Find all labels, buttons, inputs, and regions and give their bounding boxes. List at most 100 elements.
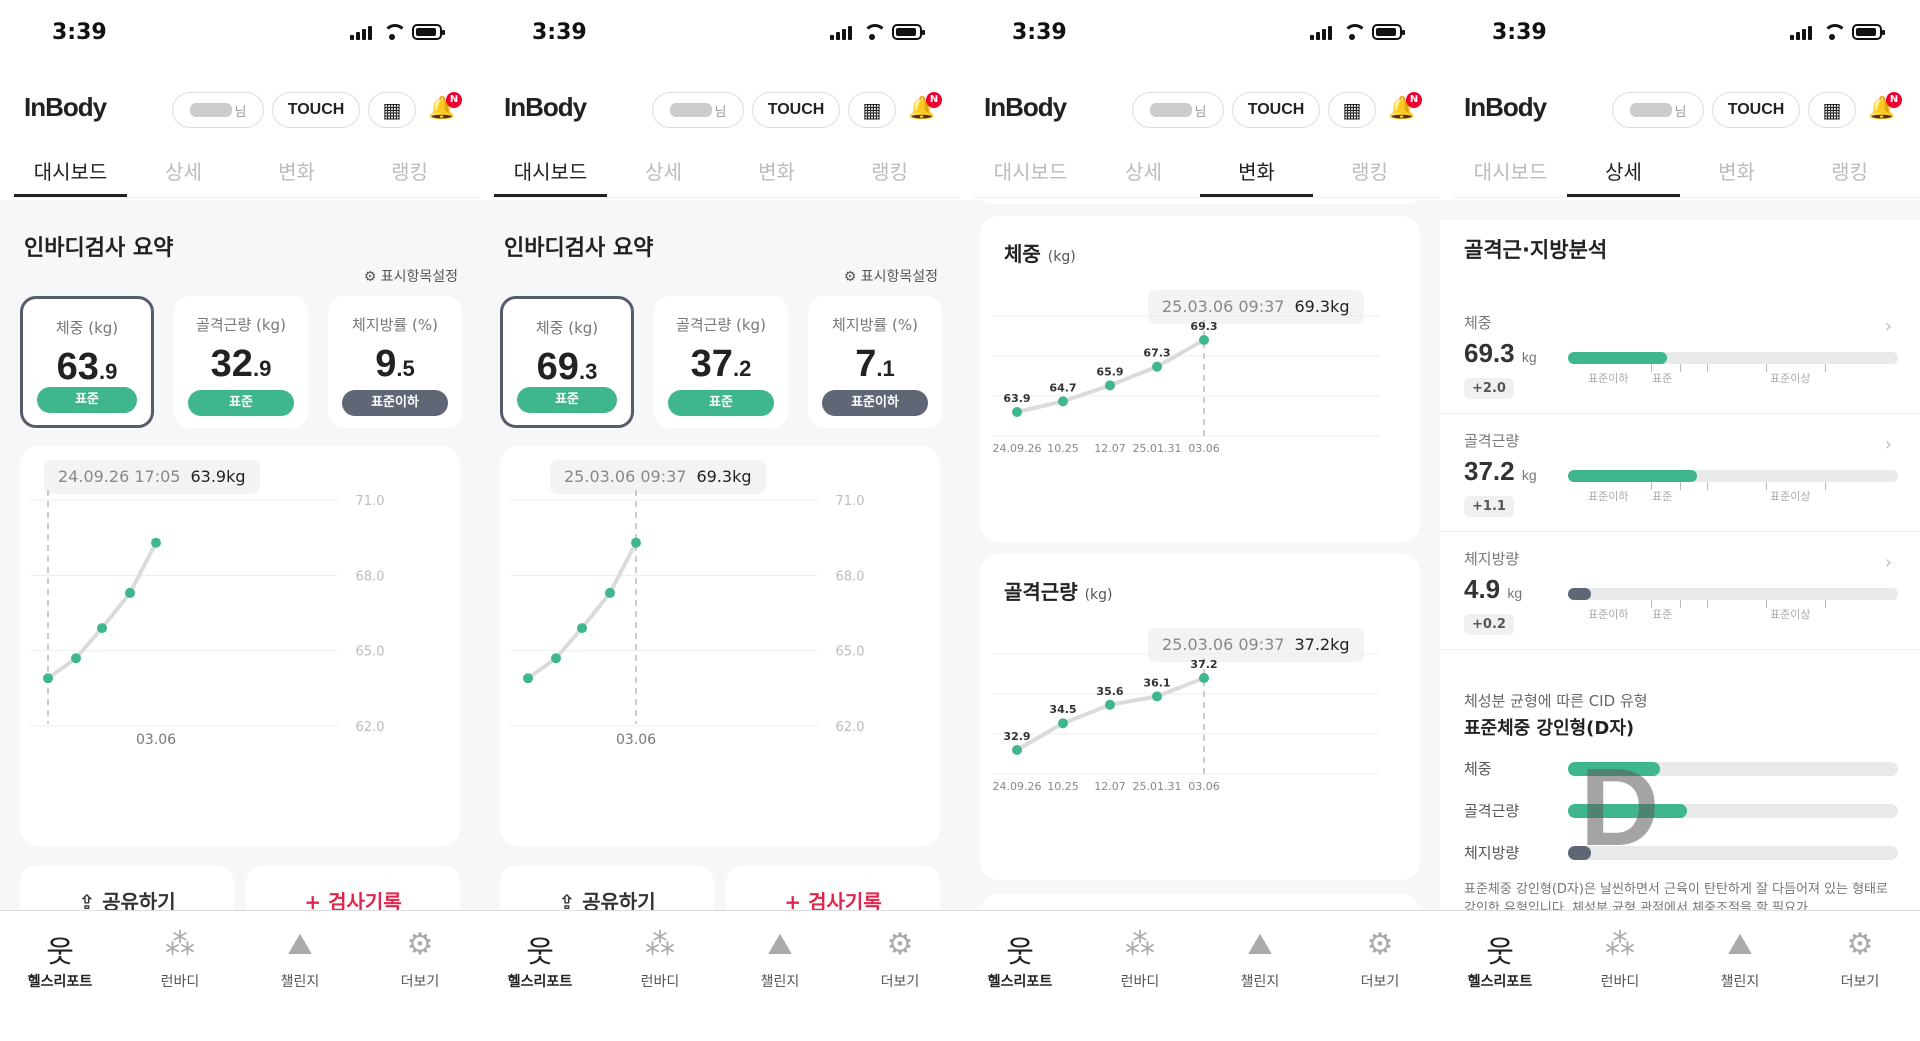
nav-health-report[interactable]: 웃 헬스리포트 <box>1440 911 1560 1041</box>
mountain-icon: ⛰ <box>1247 927 1273 962</box>
tab-detail[interactable]: 상세 <box>645 160 682 184</box>
nav-more[interactable]: ⚙ 더보기 <box>1320 911 1440 1041</box>
status-bar: 3:39 <box>1440 0 1920 70</box>
nav-challenge[interactable]: ⛰ 챌린지 <box>1200 911 1320 1041</box>
qr-code-icon[interactable]: ▦ <box>848 92 896 128</box>
status-badge: 표준 <box>37 387 137 413</box>
gear-icon: ⚙ <box>406 927 434 962</box>
share-button[interactable]: ⇪ 공유하기 <box>500 866 714 910</box>
tab-dashboard[interactable]: 대시보드 <box>993 160 1068 184</box>
analysis-row[interactable]: 체중 69.3 kg +2.0 › 표준이하 표준 표준이상 <box>1440 298 1920 414</box>
x-tick-label: 03.06 <box>136 732 176 748</box>
y-tick-label: 65.0 <box>836 645 865 660</box>
data-point <box>605 587 615 598</box>
tab-change[interactable]: 변화 <box>1718 160 1755 184</box>
nav-runbody[interactable]: ⁂ 런바디 <box>600 911 720 1041</box>
data-label: 34.5 <box>1049 703 1076 716</box>
bell-icon[interactable]: 🔔 N <box>428 92 462 130</box>
bell-icon[interactable]: 🔔 N <box>908 92 942 130</box>
tab-ranking[interactable]: 랭킹 <box>1831 160 1868 184</box>
data-label: 67.3 <box>1143 347 1170 360</box>
metric-card-weight[interactable]: 체중 (kg) 69.3 표준 <box>500 296 634 428</box>
phone-screen-dashboard-1: 3:39 InBody 님 TOUCH ▦ 🔔 N 대시보드 상세 변화 랭킹 인… <box>0 0 480 1041</box>
tab-dashboard[interactable]: 대시보드 <box>1473 160 1548 184</box>
analysis-row[interactable]: 체지방량 4.9 kg +0.2 › 표준이하 표준 표준이상 <box>1440 534 1920 650</box>
touch-button[interactable]: TOUCH <box>752 92 840 128</box>
bell-icon[interactable]: 🔔 N <box>1868 92 1902 130</box>
tab-dashboard[interactable]: 대시보드 <box>494 150 607 197</box>
user-name-pill[interactable]: 님 <box>1612 92 1704 128</box>
tab-detail[interactable]: 상세 <box>1567 150 1680 197</box>
x-tick-label: 25.01.31 <box>1133 442 1182 455</box>
touch-button[interactable]: TOUCH <box>1712 92 1800 128</box>
user-name-pill[interactable]: 님 <box>172 92 264 128</box>
nav-health-report[interactable]: 웃 헬스리포트 <box>480 911 600 1041</box>
display-settings-link[interactable]: ⚙ 표시항목설정 <box>843 269 938 285</box>
section-title: 인바디검사 요약 <box>504 236 654 261</box>
qr-code-icon[interactable]: ▦ <box>1328 92 1376 128</box>
nav-more[interactable]: ⚙ 더보기 <box>1800 911 1920 1041</box>
bottom-nav: 웃 헬스리포트 ⁂ 런바디 ⛰ 챌린지 ⚙ 더보기 <box>1440 910 1920 1041</box>
user-name-pill[interactable]: 님 <box>1132 92 1224 128</box>
run-icon: ⁂ <box>1605 927 1635 962</box>
nav-runbody[interactable]: ⁂ 런바디 <box>1560 911 1680 1041</box>
bottom-nav: 웃 헬스리포트 ⁂ 런바디 ⛰ 챌린지 ⚙ 더보기 <box>480 910 960 1041</box>
nav-health-report[interactable]: 웃 헬스리포트 <box>0 911 120 1041</box>
weight-trend-chart[interactable]: 25.03.06 09:37 69.3kg 71.0 68.0 65.0 62.0 03.… <box>500 446 940 846</box>
tab-ranking[interactable]: 랭킹 <box>1351 160 1388 184</box>
metric-card-weight[interactable]: 체중 (kg) 63.9 표준 <box>20 296 154 428</box>
qr-code-icon[interactable]: ▦ <box>368 92 416 128</box>
bell-icon[interactable]: 🔔 N <box>1388 92 1422 130</box>
qr-code-icon[interactable]: ▦ <box>1808 92 1856 128</box>
metric-card-muscle[interactable]: 골격근량 (kg) 37.2 표준 <box>654 296 788 428</box>
analysis-row[interactable]: 골격근량 37.2 kg +1.1 › 표준이하 표준 표준이상 <box>1440 416 1920 532</box>
tab-detail[interactable]: 상세 <box>165 160 202 184</box>
display-settings-link[interactable]: ⚙ 표시항목설정 <box>363 269 458 285</box>
weight-change-card[interactable]: 체중 (kg) 25.03.06 09:37 69.3kg 63.9 64.7 65.… <box>980 216 1420 542</box>
share-button[interactable]: ⇪ 공유하기 <box>20 866 234 910</box>
touch-button[interactable]: TOUCH <box>1232 92 1320 128</box>
exam-record-button[interactable]: + 검사기록 <box>246 866 460 910</box>
tab-change[interactable]: 변화 <box>1200 150 1313 197</box>
exam-record-button[interactable]: + 검사기록 <box>726 866 940 910</box>
muscle-change-card[interactable]: 골격근량 (kg) 25.03.06 09:37 37.2kg 32.9 34.5 3… <box>980 554 1420 880</box>
status-time: 3:39 <box>1492 20 1547 45</box>
x-tick-label: 03.06 <box>1188 780 1220 793</box>
body-icon: 웃 <box>1006 935 1034 970</box>
metric-card-muscle[interactable]: 골격근량 (kg) 32.9 표준 <box>174 296 308 428</box>
nav-runbody[interactable]: ⁂ 런바디 <box>1080 911 1200 1041</box>
tab-ranking[interactable]: 랭킹 <box>391 160 428 184</box>
nav-health-report[interactable]: 웃 헬스리포트 <box>960 911 1080 1041</box>
tab-bar: 대시보드 상세 변화 랭킹 <box>494 150 960 198</box>
data-point <box>1199 673 1209 683</box>
dashboard-content: 인바디검사 요약 ⚙ 표시항목설정 체중 (kg) 69.3 표준 골격근량 (… <box>480 200 960 910</box>
tab-ranking[interactable]: 랭킹 <box>871 160 908 184</box>
y-tick-label: 71.0 <box>836 494 865 509</box>
cid-type-title: 표준체중 강인형(D자) <box>1464 718 1635 739</box>
battery-icon <box>1372 24 1405 40</box>
metric-card-bodyfat[interactable]: 체지방률 (%) 7.1 표준이하 <box>808 296 942 428</box>
nav-challenge[interactable]: ⛰ 챌린지 <box>240 911 360 1041</box>
tab-change[interactable]: 변화 <box>758 160 795 184</box>
signal-icon <box>1790 24 1812 40</box>
user-name-pill[interactable]: 님 <box>652 92 744 128</box>
nav-runbody[interactable]: ⁂ 런바디 <box>120 911 240 1041</box>
status-time: 3:39 <box>52 20 107 45</box>
nav-challenge[interactable]: ⛰ 챌린지 <box>1680 911 1800 1041</box>
nav-more[interactable]: ⚙ 더보기 <box>840 911 960 1041</box>
tab-change[interactable]: 변화 <box>278 160 315 184</box>
inbody-logo: InBody <box>504 92 587 122</box>
touch-button[interactable]: TOUCH <box>272 92 360 128</box>
metric-card-bodyfat[interactable]: 체지방률 (%) 9.5 표준이하 <box>328 296 462 428</box>
nav-challenge[interactable]: ⛰ 챌린지 <box>720 911 840 1041</box>
tab-dashboard[interactable]: 대시보드 <box>14 150 127 197</box>
tab-detail[interactable]: 상세 <box>1125 160 1162 184</box>
status-badge: 표준이하 <box>342 390 448 416</box>
weight-trend-chart[interactable]: 24.09.26 17:05 63.9kg 71.0 68.0 65.0 62.0 03.… <box>20 446 460 846</box>
data-point <box>97 623 107 634</box>
range-bar <box>1568 588 1898 608</box>
data-label: 65.9 <box>1096 365 1123 378</box>
x-tick-label: 25.01.31 <box>1133 780 1182 793</box>
nav-more[interactable]: ⚙ 더보기 <box>360 911 480 1041</box>
notification-badge: N <box>926 92 942 108</box>
